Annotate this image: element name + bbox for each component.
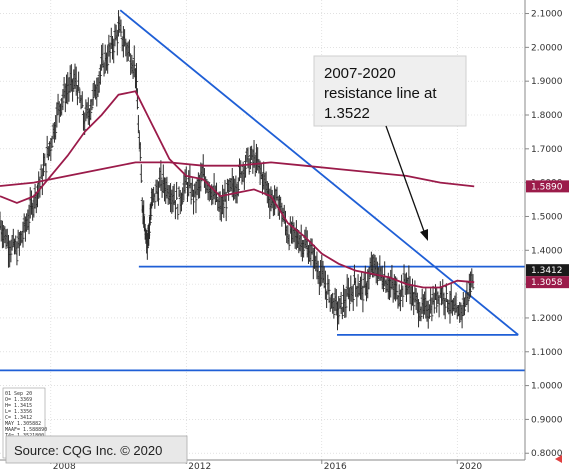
source-box xyxy=(5,435,188,464)
price-bars xyxy=(0,10,475,331)
x-tick-label: 2012 xyxy=(188,462,211,471)
x-tick-label: 2020 xyxy=(459,462,482,471)
x-tick-label: 2008 xyxy=(53,462,76,471)
stat-line: MAAF= 1.588890 xyxy=(5,427,47,433)
moving-average-line xyxy=(0,90,475,289)
stat-line: 01 Sep 20 xyxy=(5,391,32,397)
price-tag-label: 1.3058 xyxy=(531,278,563,288)
y-tick-label: 1.7000 xyxy=(531,145,563,155)
annotation-box xyxy=(313,55,467,127)
annotation-arrow-line xyxy=(385,125,426,235)
y-tick-label: 2.0000 xyxy=(531,43,563,53)
price-tag-label: 1.3412 xyxy=(531,266,563,276)
price-tags: 1.5890 1.3412 1.3058 xyxy=(526,180,569,289)
moving-averages xyxy=(0,90,475,289)
stat-line: C= 1.3412 xyxy=(5,415,32,421)
price-tag xyxy=(526,264,569,277)
stat-line: O= 1.3369 xyxy=(5,397,32,403)
price-tag xyxy=(526,180,569,193)
stat-line: L= 1.3356 xyxy=(5,409,32,415)
y-tick-label: 1.0000 xyxy=(531,382,563,392)
y-tick-label: 1.1000 xyxy=(531,348,563,358)
y-tick-label: 1.5000 xyxy=(531,212,563,222)
source-label: Source: CQG Inc. © 2020 xyxy=(14,443,162,458)
annotation-line-1: 2007-2020 xyxy=(324,65,396,82)
annotation-line-3: 1.3522 xyxy=(324,105,370,122)
y-tick-label: 0.8000 xyxy=(531,449,563,459)
y-tick-label: 1.8000 xyxy=(531,111,563,121)
y-tick-label: 1.4000 xyxy=(531,246,563,256)
trendlines xyxy=(0,9,525,372)
price-tag xyxy=(526,276,569,289)
resistance-line xyxy=(119,9,519,336)
y-tick-label: 2.1000 xyxy=(531,10,563,20)
scroll-left-arrow-icon[interactable] xyxy=(555,455,562,463)
x-tick-label: 2016 xyxy=(324,462,347,471)
price-tag-label: 1.5890 xyxy=(531,182,563,192)
price-axis-panel xyxy=(525,0,570,460)
moving-average-line xyxy=(0,161,475,188)
annotation-arrow-head xyxy=(420,229,428,241)
annotation-line-2: resistance line at xyxy=(324,85,437,102)
stat-line: MAY 1.305882 xyxy=(5,421,41,427)
y-tick-label: 0.9000 xyxy=(531,415,563,425)
y-tick-label: 1.9000 xyxy=(531,77,563,87)
stat-line: H= 1.3415 xyxy=(5,403,32,409)
y-tick-label: 1.2000 xyxy=(531,314,563,324)
